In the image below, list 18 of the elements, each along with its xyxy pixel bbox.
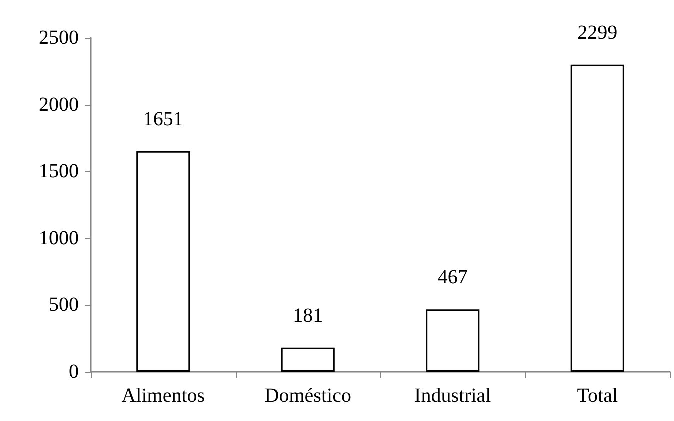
bar [281, 348, 335, 372]
y-tick-label: 2500 [39, 27, 79, 49]
data-label: 2299 [578, 22, 618, 44]
y-tick-label: 500 [49, 294, 79, 316]
x-tick-label: Industrial [414, 385, 492, 407]
y-tick-label: 1500 [39, 160, 79, 183]
data-label: 181 [293, 304, 324, 327]
data-label: 467 [438, 266, 468, 289]
x-tick-label: Doméstico [264, 385, 352, 407]
x-tick-label: Alimentos [122, 385, 206, 407]
bar [136, 151, 190, 372]
y-tick-label: 0 [69, 361, 79, 383]
data-label: 1651 [143, 108, 184, 130]
bar [570, 64, 624, 372]
x-tick-label: Total [577, 385, 618, 407]
y-tick-label: 2000 [39, 94, 79, 116]
bar [426, 310, 480, 372]
y-tick-label: 1000 [39, 227, 79, 250]
